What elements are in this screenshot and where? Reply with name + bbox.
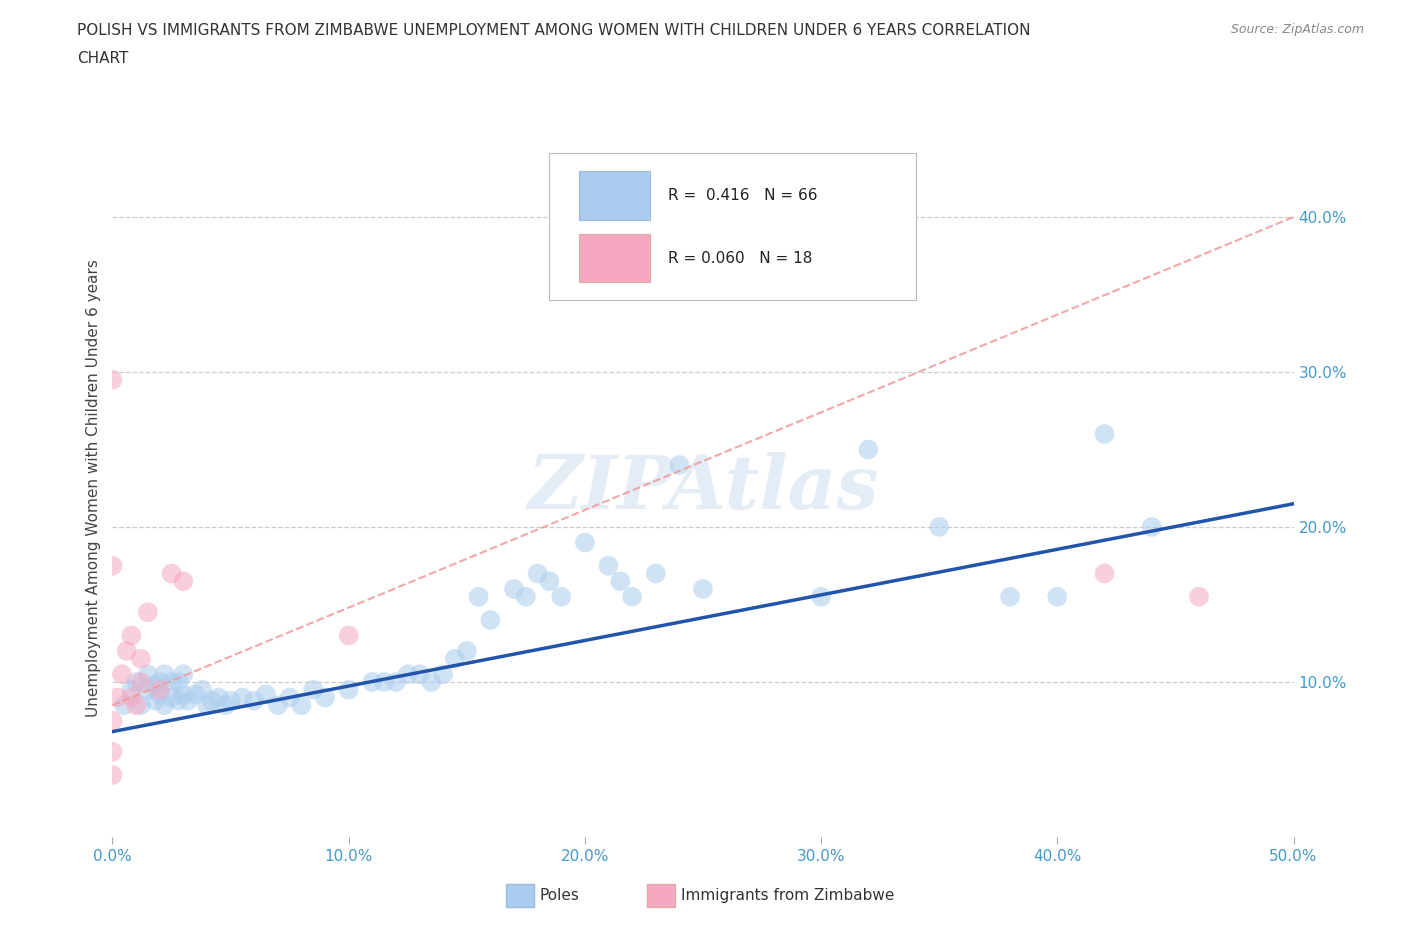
Text: POLISH VS IMMIGRANTS FROM ZIMBABWE UNEMPLOYMENT AMONG WOMEN WITH CHILDREN UNDER : POLISH VS IMMIGRANTS FROM ZIMBABWE UNEMP… (77, 23, 1031, 38)
Point (1094, 566, 1116, 581)
Point (172, 574, 194, 589)
Point (136, 667, 159, 682)
Point (692, 581, 714, 596)
Point (184, 687, 207, 702)
Point (444, 651, 467, 666)
Text: R =  0.416   N = 66: R = 0.416 N = 66 (668, 188, 817, 203)
Point (160, 690, 183, 705)
Point (208, 690, 231, 705)
FancyBboxPatch shape (579, 171, 650, 219)
Point (120, 690, 142, 705)
Point (172, 667, 194, 682)
Point (668, 458, 690, 472)
Point (231, 690, 253, 705)
Point (550, 590, 572, 604)
Point (467, 590, 489, 604)
Point (143, 678, 166, 693)
Point (101, 558, 124, 573)
Point (136, 683, 159, 698)
Point (762, 256, 785, 271)
Point (1094, 427, 1116, 442)
Y-axis label: Unemployment Among Women with Children Under 6 years: Unemployment Among Women with Children U… (86, 259, 101, 717)
Point (278, 690, 301, 705)
Point (621, 590, 644, 604)
Point (1046, 590, 1069, 604)
FancyBboxPatch shape (550, 153, 915, 300)
Point (136, 604, 159, 619)
Point (420, 674, 443, 689)
Point (396, 667, 419, 682)
Point (479, 613, 502, 628)
Point (609, 574, 631, 589)
Point (337, 628, 360, 643)
Point (254, 687, 277, 702)
FancyBboxPatch shape (579, 233, 650, 283)
Point (129, 674, 152, 689)
Point (432, 667, 454, 682)
Point (167, 693, 190, 708)
Point (149, 687, 172, 702)
Point (195, 698, 218, 712)
Point (125, 698, 148, 712)
Point (153, 698, 176, 712)
Point (101, 713, 124, 728)
Point (153, 667, 176, 682)
Point (1188, 590, 1211, 604)
Point (526, 566, 548, 581)
Point (810, 590, 832, 604)
Point (456, 644, 478, 658)
Point (373, 674, 395, 689)
Point (177, 693, 200, 708)
Point (858, 442, 880, 457)
Point (101, 744, 124, 759)
Point (101, 767, 124, 782)
Point (149, 683, 172, 698)
Point (149, 674, 172, 689)
Point (215, 698, 238, 712)
Point (143, 693, 166, 708)
Point (290, 698, 312, 712)
Text: Immigrants from Zimbabwe: Immigrants from Zimbabwe (681, 887, 894, 903)
Point (243, 693, 266, 708)
Point (120, 683, 142, 698)
Point (129, 698, 152, 712)
Point (385, 674, 408, 689)
Text: Source: ZipAtlas.com: Source: ZipAtlas.com (1230, 23, 1364, 36)
Point (160, 566, 183, 581)
Point (337, 683, 360, 698)
Point (129, 651, 152, 666)
Point (111, 667, 134, 682)
Text: Poles: Poles (540, 887, 579, 903)
Point (574, 535, 596, 550)
Point (928, 520, 950, 535)
Point (267, 698, 290, 712)
Point (219, 693, 242, 708)
Text: ZIPAtlas: ZIPAtlas (527, 452, 879, 525)
Point (120, 628, 142, 643)
Point (172, 687, 194, 702)
Point (598, 558, 620, 573)
Point (503, 581, 526, 596)
Point (191, 683, 214, 698)
Point (101, 372, 124, 387)
Point (1140, 520, 1163, 535)
Point (998, 590, 1021, 604)
Point (644, 566, 666, 581)
Point (408, 667, 430, 682)
Text: CHART: CHART (77, 51, 129, 66)
Point (125, 674, 148, 689)
Point (302, 683, 325, 698)
Point (201, 693, 224, 708)
Point (314, 690, 336, 705)
Point (361, 674, 384, 689)
Point (115, 644, 138, 658)
Point (105, 690, 128, 705)
Text: R = 0.060   N = 18: R = 0.060 N = 18 (668, 250, 811, 266)
Point (515, 590, 537, 604)
Point (160, 674, 183, 689)
Point (167, 674, 190, 689)
Point (112, 698, 135, 712)
Point (538, 574, 561, 589)
